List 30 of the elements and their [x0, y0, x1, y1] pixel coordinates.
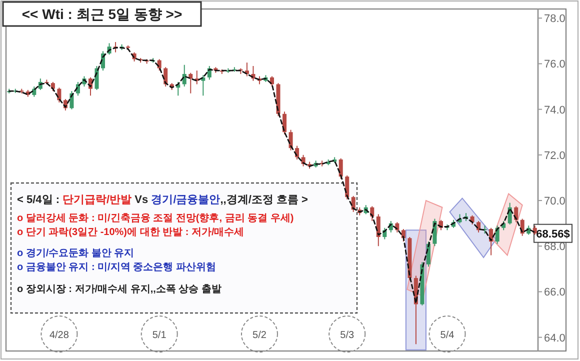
title: << Wti : 최근 5일 동향 >> — [2, 1, 202, 27]
y-tick-label: 74.0 — [544, 104, 566, 116]
annotation: o 단기 과락(3일간 -10%)에 대한 반발 : 저가/매수세 — [17, 227, 244, 238]
chart-title: << Wti : 최근 5일 동향 >> — [22, 6, 182, 22]
annotation: o 장외시장 : 저가/매수세 유지,,소폭 상승 출발 — [17, 284, 222, 295]
x-tick-label: 4/28 — [49, 330, 70, 341]
candlestick — [532, 225, 537, 236]
annotation: o 달러강세 둔화 : 미/긴축금융 조절 전망(향후, 금리 동결 우세) — [17, 213, 294, 224]
y-tick-label: 78.0 — [544, 13, 566, 26]
annotation: 68.56$ — [536, 228, 570, 240]
annotation: Vs — [132, 194, 152, 206]
y-tick-label: 68.0 — [544, 241, 566, 254]
y-tick-label: 76.0 — [544, 58, 566, 71]
y-tick-label: 72.0 — [544, 150, 566, 162]
candlestick — [338, 158, 343, 180]
x-tick-label: 5/2 — [252, 330, 267, 341]
annotation: 단기급락/반발 — [62, 194, 132, 206]
annotation: ,,경계/조정 흐름 > — [220, 194, 308, 206]
annotation: < 5/4일 : — [17, 194, 63, 206]
y-tick-label: 64.0 — [544, 332, 566, 344]
annotation: o 금융불안 유지 : 미/지역 중소은행 파산위험 — [17, 262, 216, 273]
candlestick — [376, 214, 380, 247]
candlestick — [157, 58, 162, 72]
y-tick-label: 70.0 — [544, 196, 566, 208]
x-tick-label: 5/3 — [340, 330, 354, 341]
annotation: 경기/금융불안 — [151, 194, 220, 206]
annotation: o 경기/수요둔화 불안 유지 — [17, 248, 134, 259]
x-tick-label: 5/1 — [152, 330, 167, 341]
x-tick-label: 5/4 — [440, 330, 455, 341]
y-tick-label: 66.0 — [544, 286, 566, 299]
